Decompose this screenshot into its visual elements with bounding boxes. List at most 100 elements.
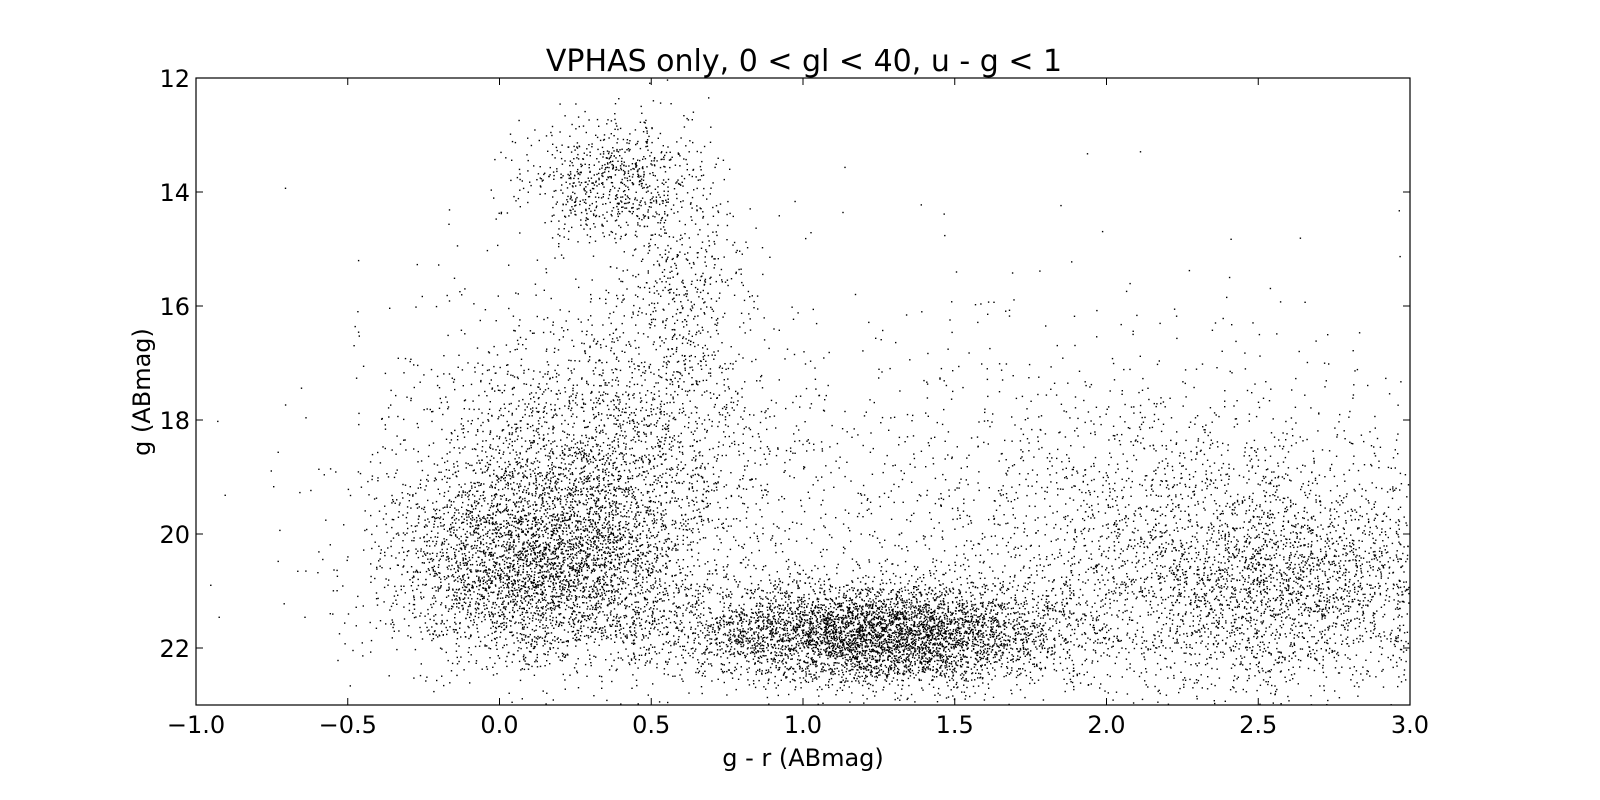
scatter-point — [800, 617, 803, 619]
scatter-point — [946, 623, 948, 625]
scatter-point — [895, 640, 898, 643]
scatter-point — [982, 642, 984, 644]
scatter-point — [794, 647, 796, 649]
scatter-point — [1029, 581, 1031, 583]
scatter-point — [952, 672, 954, 674]
scatter-point — [828, 619, 830, 621]
scatter-point — [873, 637, 875, 639]
scatter-point — [742, 608, 744, 610]
scatter-point — [876, 617, 878, 619]
scatter-point — [865, 661, 867, 663]
scatter-point — [910, 604, 912, 606]
scatter-point — [773, 607, 776, 609]
scatter-point — [1038, 645, 1041, 647]
scatter-point — [755, 652, 757, 654]
scatter-point — [974, 603, 977, 606]
scatter-point — [924, 663, 926, 666]
scatter-point — [897, 624, 899, 626]
scatter-point — [911, 630, 914, 632]
scatter-point — [812, 643, 814, 646]
scatter-point — [762, 637, 764, 639]
scatter-point — [761, 672, 763, 674]
scatter-point — [841, 669, 843, 671]
scatter-point — [1051, 653, 1053, 655]
scatter-point — [861, 624, 864, 626]
scatter-point — [911, 619, 913, 621]
scatter-point — [565, 579, 568, 581]
scatter-point — [862, 619, 865, 621]
scatter-point — [851, 653, 853, 655]
scatter-point — [1054, 651, 1056, 654]
scatter-point — [800, 637, 802, 640]
scatter-point — [1016, 633, 1019, 635]
scatter-point — [971, 615, 973, 617]
scatter-point — [953, 639, 956, 641]
scatter-point — [832, 636, 835, 638]
scatter-point — [913, 677, 915, 679]
scatter-point — [849, 622, 851, 624]
scatter-point — [773, 657, 775, 659]
scatter-point — [1044, 647, 1046, 649]
scatter-point — [842, 609, 844, 611]
scatter-point — [768, 633, 771, 635]
scatter-point — [900, 629, 902, 631]
scatter-point — [702, 595, 704, 597]
scatter-point — [945, 591, 948, 593]
scatter-point — [774, 659, 776, 661]
scatter-point — [919, 617, 921, 619]
scatter-point — [942, 573, 944, 576]
scatter-point — [849, 639, 851, 642]
scatter-point — [907, 628, 909, 631]
scatter-point — [990, 663, 992, 665]
scatter-point — [1005, 615, 1007, 618]
scatter-point — [890, 617, 893, 619]
scatter-point — [845, 636, 847, 639]
scatter-point — [888, 615, 891, 617]
scatter-point — [723, 681, 725, 684]
scatter-point — [842, 652, 844, 654]
scatter-point — [1100, 600, 1102, 602]
scatter-point — [992, 626, 994, 628]
scatter-point — [728, 594, 730, 596]
scatter-point — [794, 561, 796, 564]
scatter-point — [890, 660, 892, 663]
scatter-point — [684, 633, 686, 636]
scatter-point — [633, 622, 635, 625]
scatter-point — [834, 662, 837, 664]
scatter-point — [918, 650, 920, 653]
scatter-point — [805, 675, 807, 677]
scatter-point — [835, 597, 837, 599]
scatter-point — [784, 635, 787, 637]
scatter-point — [914, 662, 916, 665]
scatter-point — [960, 656, 962, 659]
scatter-point — [799, 616, 801, 619]
scatter-point — [790, 629, 792, 631]
scatter-point — [775, 687, 777, 689]
scatter-point — [871, 613, 873, 615]
scatter-point — [883, 599, 885, 601]
scatter-point — [936, 676, 938, 678]
scatter-point — [934, 626, 937, 628]
scatter-point — [887, 656, 889, 659]
scatter-point — [882, 651, 884, 654]
scatter-point — [828, 644, 830, 646]
scatter-point — [982, 682, 984, 684]
scatter-point — [740, 645, 742, 648]
scatter-point — [850, 635, 852, 637]
scatter-point — [763, 622, 765, 625]
scatter-point — [751, 651, 754, 654]
scatter-point — [852, 589, 854, 592]
scatter-point — [737, 635, 740, 637]
scatter-point — [1019, 689, 1022, 691]
scatter-point — [917, 646, 920, 648]
scatter-point — [845, 680, 847, 682]
scatter-point — [717, 622, 719, 624]
scatter-point — [945, 646, 948, 648]
scatter-point — [939, 630, 941, 632]
scatter-point — [983, 615, 985, 617]
scatter-point — [928, 627, 930, 630]
scatter-point — [932, 610, 935, 613]
scatter-point — [941, 629, 943, 631]
scatter-point — [948, 676, 950, 678]
scatter-point — [958, 610, 960, 612]
